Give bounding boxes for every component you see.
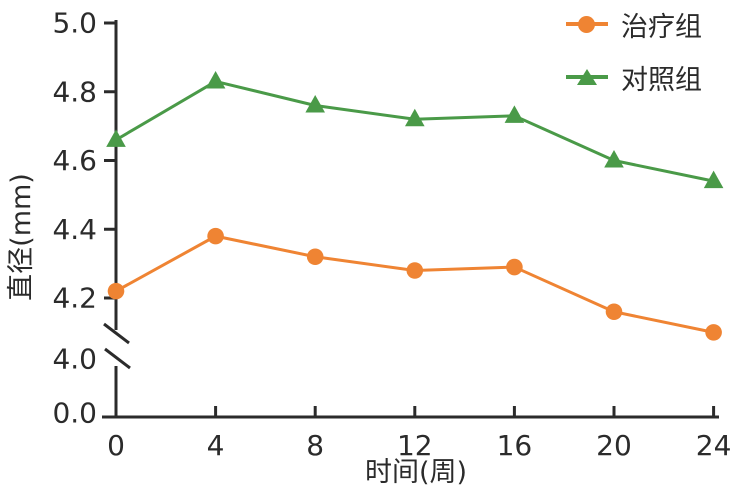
data-point-circle: [207, 227, 224, 245]
legend: 治疗组 对照组: [566, 11, 702, 96]
data-point-circle: [605, 303, 623, 321]
y-tick-label: 4.4: [52, 213, 97, 246]
data-point-triangle: [106, 129, 126, 147]
data-point-triangle: [604, 150, 624, 168]
data-point-circle: [306, 248, 324, 266]
y-tick-label: 4.0: [52, 343, 97, 376]
legend-label-treatment: 治疗组: [621, 11, 702, 43]
y-tick-label: 4.8: [52, 75, 97, 108]
circle-marker-icon: [578, 15, 595, 33]
x-tick-label: 8: [306, 429, 324, 462]
x-axis-title: 时间(周): [364, 457, 468, 488]
y-tick-label: 4.2: [52, 282, 97, 315]
y-tick-label: 5.0: [52, 7, 97, 40]
y-tick-label: 0.0: [52, 397, 97, 430]
data-point-circle: [705, 324, 722, 341]
data-point-circle: [506, 258, 523, 276]
triangle-marker-icon: [577, 69, 597, 85]
y-axis-title: 直径(mm): [6, 173, 37, 301]
series-line-0: [115, 234, 714, 334]
x-tick-label: 20: [596, 429, 632, 462]
legend-item-treatment: 治疗组: [566, 11, 702, 43]
legend-marker-circle: [566, 15, 608, 33]
legend-label-control: 对照组: [621, 64, 702, 96]
axis-break-slash-upper: [103, 322, 130, 345]
x-tick-label: 12: [397, 429, 433, 462]
axis-break-slash-lower: [104, 347, 131, 370]
data-point-circle: [406, 262, 424, 279]
x-tick-label: 4: [207, 429, 225, 462]
data-point-triangle: [703, 170, 724, 189]
x-tick-label: 16: [497, 429, 533, 462]
legend-item-control: 对照组: [566, 64, 702, 96]
data-point-triangle: [405, 108, 425, 127]
legend-marker-triangle: [566, 68, 608, 86]
data-point-triangle: [205, 70, 226, 89]
x-tick-label: 24: [696, 429, 732, 462]
data-point-triangle: [504, 105, 525, 123]
data-point-circle: [107, 282, 125, 300]
y-tick-label: 4.6: [52, 144, 97, 177]
x-tick-label: 0: [107, 429, 125, 462]
data-point-triangle: [305, 95, 325, 113]
